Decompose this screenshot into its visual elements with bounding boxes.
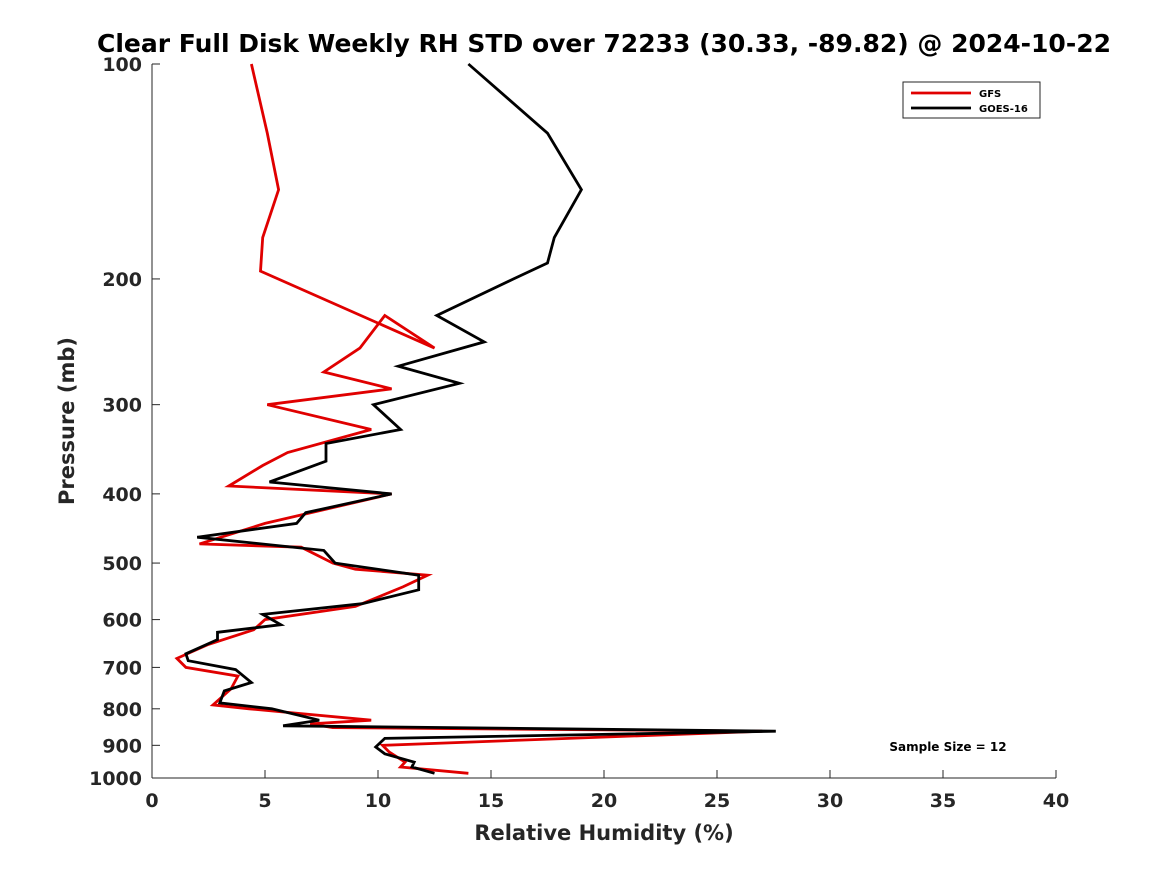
x-tick-label: 25 bbox=[704, 790, 730, 812]
legend-label-goes-16: GOES-16 bbox=[979, 104, 1028, 115]
y-tick-label: 200 bbox=[102, 269, 142, 291]
y-tick-label: 800 bbox=[102, 699, 142, 721]
x-tick-label: 35 bbox=[930, 790, 956, 812]
plot-area bbox=[152, 64, 1056, 778]
x-tick-label: 40 bbox=[1043, 790, 1069, 812]
y-tick-label: 700 bbox=[102, 657, 142, 679]
y-tick-label: 900 bbox=[102, 735, 142, 757]
x-tick-label: 30 bbox=[817, 790, 843, 812]
x-tick-label: 10 bbox=[365, 790, 391, 812]
x-tick-label: 15 bbox=[478, 790, 504, 812]
legend: GFS GOES-16 bbox=[902, 81, 1041, 119]
y-tick-label: 300 bbox=[102, 395, 142, 417]
y-axis-label: Pressure (mb) bbox=[55, 337, 79, 505]
y-tick-label: 100 bbox=[102, 54, 142, 76]
legend-label-gfs: GFS bbox=[979, 89, 1001, 100]
legend-box bbox=[902, 81, 1041, 119]
x-tick-label: 20 bbox=[591, 790, 617, 812]
y-tick-label: 600 bbox=[102, 610, 142, 632]
y-tick-label: 1000 bbox=[89, 768, 142, 790]
y-tick-label: 400 bbox=[102, 484, 142, 506]
sample-size-annotation: Sample Size = 12 bbox=[889, 740, 1006, 754]
axes: 0 5 10 15 20 25 30 35 40 100 200 300 400 500 600 700 800… bbox=[89, 54, 1069, 812]
x-tick-label: 0 bbox=[145, 790, 158, 812]
x-axis-label: Relative Humidity (%) bbox=[474, 821, 733, 845]
chart-title: Clear Full Disk Weekly RH STD over 72233… bbox=[97, 29, 1111, 58]
series-line-goes-16 bbox=[184, 62, 776, 775]
x-tick-label: 5 bbox=[258, 790, 271, 812]
y-tick-label: 500 bbox=[102, 553, 142, 575]
series-layer bbox=[174, 62, 776, 775]
